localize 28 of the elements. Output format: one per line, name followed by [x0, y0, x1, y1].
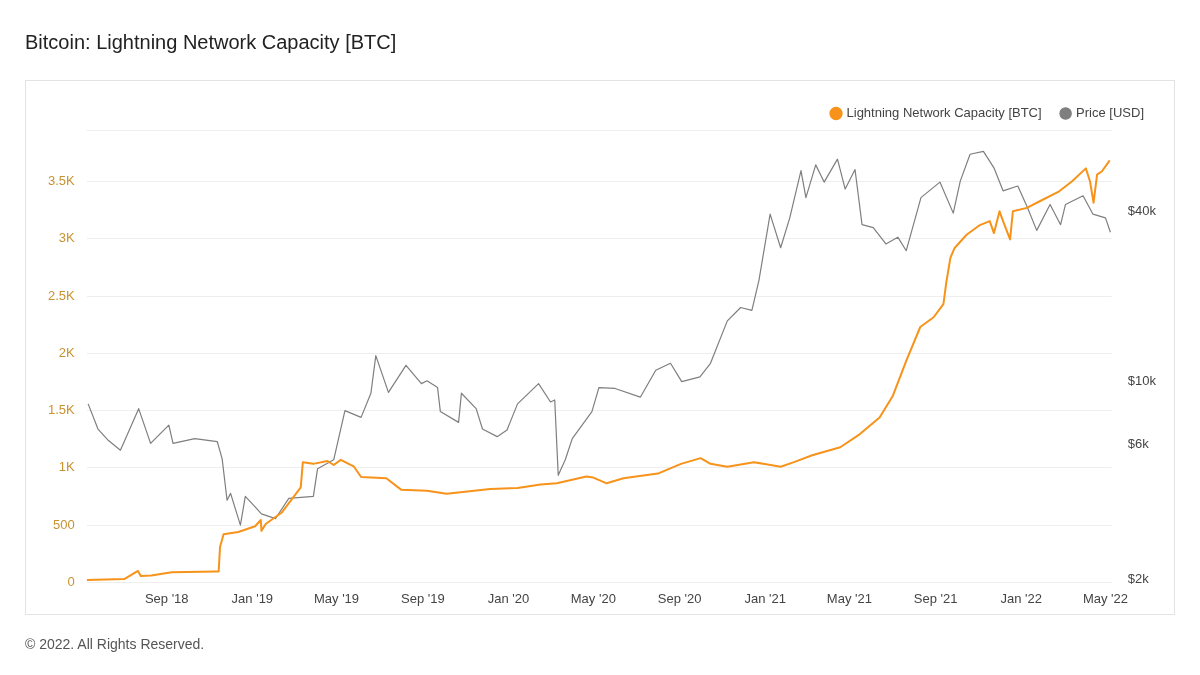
x-tick-label: Sep '21 — [913, 590, 958, 606]
text: © 2022. All Rights Reserved. — [25, 636, 205, 652]
y-tick-label: 0 — [67, 573, 75, 589]
legend-label: Price [USD] — [1076, 105, 1145, 121]
y-tick-label: 2.5K — [47, 287, 76, 303]
x-tick-label: Sep '19 — [400, 590, 445, 606]
y-tick-label: 1.5K — [47, 402, 76, 418]
y-tick-label: 3K — [58, 230, 76, 246]
y2-tick-label: $40k — [1127, 203, 1157, 219]
y2-tick-label: $10k — [1127, 373, 1157, 389]
y-tick-label: 3.5K — [47, 173, 76, 189]
x-tick-label: May '20 — [570, 590, 616, 606]
x-tick-label: Jan '21 — [744, 590, 786, 606]
y-tick-label: 1K — [58, 459, 76, 475]
y-tick-label: 500 — [53, 516, 75, 532]
y-tick-label: 2K — [58, 344, 76, 360]
y2-tick-label: $2k — [1127, 570, 1150, 586]
x-tick-label: Sep '20 — [657, 590, 702, 606]
x-tick-label: Sep '18 — [144, 590, 189, 606]
x-tick-label: Jan '19 — [231, 590, 274, 606]
x-tick-label: May '19 — [313, 590, 360, 606]
x-tick-label: May '21 — [826, 590, 872, 606]
legend-label: Lightning Network Capacity [BTC] — [846, 105, 1042, 121]
x-tick-label: May '22 — [1082, 590, 1129, 606]
x-tick-label: Jan '20 — [487, 590, 530, 606]
chart-title: Bitcoin: Lightning Network Capacity [BTC] — [25, 31, 397, 54]
x-tick-label: Jan '22 — [1000, 590, 1043, 606]
y2-tick-label: $6k — [1127, 436, 1150, 452]
